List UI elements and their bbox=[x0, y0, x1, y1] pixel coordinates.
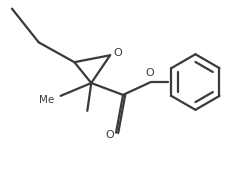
Text: O: O bbox=[146, 68, 154, 78]
Text: O: O bbox=[114, 48, 122, 58]
Text: Me: Me bbox=[39, 95, 54, 105]
Text: O: O bbox=[106, 130, 114, 140]
